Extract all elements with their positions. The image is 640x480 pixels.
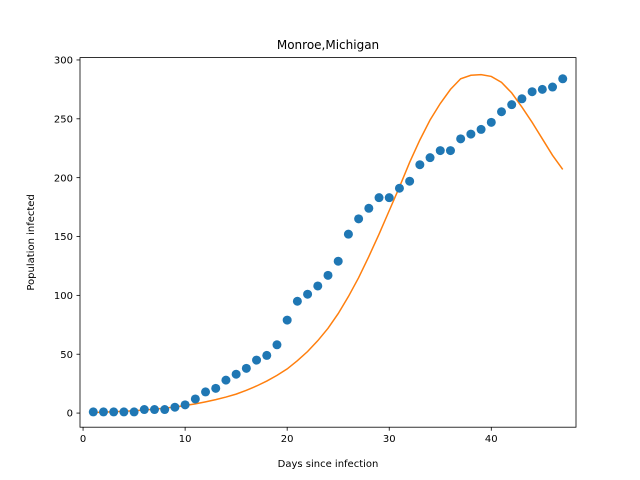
x-tick-label: 10: [179, 434, 192, 445]
scatter-point: [323, 270, 333, 280]
scatter-point: [129, 407, 139, 417]
scatter-point: [252, 355, 262, 365]
x-tick-label: 0: [80, 434, 86, 445]
scatter-point: [98, 407, 108, 417]
scatter-point: [241, 363, 251, 373]
scatter-point: [272, 340, 282, 350]
y-tick-label: 100: [54, 291, 73, 302]
y-tick-label: 300: [54, 56, 73, 67]
scatter-point: [109, 407, 119, 417]
y-tick-label: 50: [60, 350, 73, 361]
scatter-point: [150, 405, 159, 415]
scatter-point: [456, 134, 466, 144]
scatter-point: [201, 387, 211, 397]
y-tick-label: 200: [54, 173, 73, 184]
scatter-point: [558, 74, 568, 84]
scatter-point: [221, 375, 231, 385]
scatter-point: [435, 146, 445, 156]
x-tick-label: 20: [281, 434, 294, 445]
scatter-point: [537, 84, 547, 94]
scatter-point: [313, 281, 323, 291]
axes: [79, 57, 577, 428]
scatter-point: [476, 124, 486, 134]
y-tick-label: 150: [54, 232, 73, 243]
plot-frame: [79, 57, 577, 428]
scatter-point: [211, 383, 221, 393]
scatter-point: [292, 296, 302, 306]
scatter-point: [394, 183, 404, 193]
scatter-point: [231, 369, 241, 379]
scatter-point: [139, 405, 149, 415]
y-axis-ticks: 0 50 100 150 200 250 300: [54, 56, 80, 420]
scatter-point: [303, 289, 313, 299]
y-tick-label: 250: [54, 114, 73, 125]
scatter-point: [343, 229, 353, 239]
scatter-point: [282, 315, 292, 325]
scatter-point: [170, 402, 180, 412]
scatter-point: [466, 129, 476, 139]
scatter-point: [160, 405, 170, 415]
y-tick-label: 0: [67, 409, 73, 420]
scatter-point: [190, 394, 200, 404]
scatter-point: [497, 107, 506, 117]
y-axis-label: Population infected: [26, 194, 37, 290]
scatter-point: [425, 153, 435, 163]
chart-title: Monroe,Michigan: [277, 38, 379, 52]
x-tick-label: 30: [383, 434, 396, 445]
scatter-point: [507, 100, 517, 110]
scatter-point: [445, 146, 455, 156]
scatter-point: [405, 176, 415, 186]
scatter-point: [384, 193, 394, 203]
x-axis-label: Days since infection: [278, 459, 379, 470]
scatter-point: [88, 407, 98, 417]
x-tick-label: 40: [485, 434, 498, 445]
scatter-point: [262, 350, 272, 360]
x-axis-ticks: 0 10 20 30 40: [80, 427, 498, 445]
scatter-point: [354, 214, 364, 224]
scatter-point: [119, 407, 129, 417]
scatter-points: [88, 74, 568, 417]
scatter-point: [333, 256, 343, 266]
scatter-point: [374, 193, 384, 203]
scatter-point: [364, 203, 374, 213]
scatter-point: [527, 87, 537, 97]
scatter-point: [517, 94, 527, 104]
scatter-point: [548, 82, 558, 92]
scatter-point: [486, 117, 496, 127]
scatter-point: [180, 400, 190, 410]
scatter-point: [415, 160, 425, 170]
